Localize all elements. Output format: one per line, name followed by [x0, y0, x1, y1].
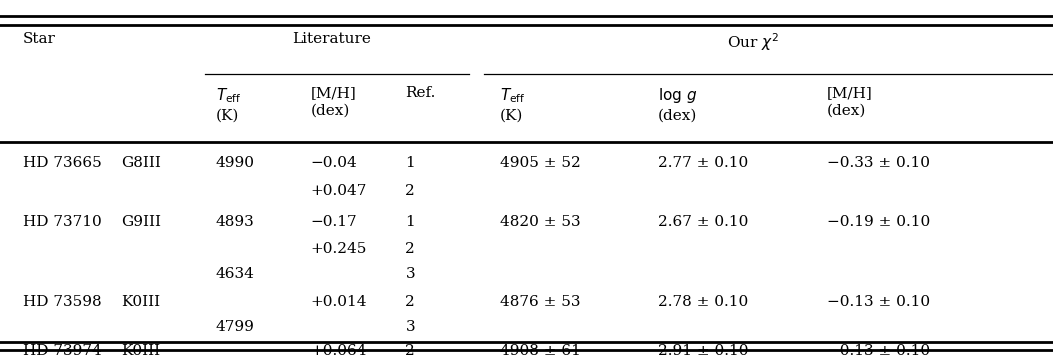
Text: G8III: G8III: [121, 156, 161, 170]
Text: +0.014: +0.014: [311, 295, 367, 309]
Text: +0.245: +0.245: [311, 242, 367, 256]
Text: 4820 ± 53: 4820 ± 53: [500, 215, 581, 229]
Text: K0III: K0III: [121, 295, 160, 309]
Text: 4876 ± 53: 4876 ± 53: [500, 295, 580, 309]
Text: 4990: 4990: [216, 156, 255, 170]
Text: [M/H]
(dex): [M/H] (dex): [311, 86, 356, 118]
Text: 4908 ± 61: 4908 ± 61: [500, 344, 581, 358]
Text: −0.19 ± 0.10: −0.19 ± 0.10: [827, 215, 930, 229]
Text: K0III: K0III: [121, 344, 160, 358]
Text: Our $\chi^2$: Our $\chi^2$: [727, 32, 779, 53]
Text: 2: 2: [405, 184, 415, 198]
Text: −0.13 ± 0.10: −0.13 ± 0.10: [827, 344, 930, 358]
Text: −0.04: −0.04: [311, 156, 357, 170]
Text: −0.17: −0.17: [311, 215, 357, 229]
Text: 2: 2: [405, 295, 415, 309]
Text: HD 73710: HD 73710: [23, 215, 102, 229]
Text: 4905 ± 52: 4905 ± 52: [500, 156, 581, 170]
Text: 2.67 ± 0.10: 2.67 ± 0.10: [658, 215, 749, 229]
Text: 3: 3: [405, 267, 415, 281]
Text: HD 73974: HD 73974: [23, 344, 102, 358]
Text: 1: 1: [405, 215, 415, 229]
Text: $T_{\rm eff}$
(K): $T_{\rm eff}$ (K): [500, 86, 525, 122]
Text: 4893: 4893: [216, 215, 255, 229]
Text: 2.91 ± 0.10: 2.91 ± 0.10: [658, 344, 749, 358]
Text: Ref.: Ref.: [405, 86, 436, 100]
Text: [M/H]
(dex): [M/H] (dex): [827, 86, 872, 118]
Text: −0.13 ± 0.10: −0.13 ± 0.10: [827, 295, 930, 309]
Text: 1: 1: [405, 156, 415, 170]
Text: +0.047: +0.047: [311, 184, 367, 198]
Text: 2: 2: [405, 344, 415, 358]
Text: +0.064: +0.064: [311, 344, 367, 358]
Text: 4799: 4799: [216, 320, 255, 334]
Text: 4634: 4634: [216, 267, 255, 281]
Text: $T_{\rm eff}$
(K): $T_{\rm eff}$ (K): [216, 86, 241, 122]
Text: $\log\,g$
(dex): $\log\,g$ (dex): [658, 86, 697, 123]
Text: HD 73598: HD 73598: [23, 295, 102, 309]
Text: 2.77 ± 0.10: 2.77 ± 0.10: [658, 156, 749, 170]
Text: Literature: Literature: [293, 32, 371, 45]
Text: G9III: G9III: [121, 215, 161, 229]
Text: −0.33 ± 0.10: −0.33 ± 0.10: [827, 156, 930, 170]
Text: 2: 2: [405, 242, 415, 256]
Text: 2.78 ± 0.10: 2.78 ± 0.10: [658, 295, 749, 309]
Text: 3: 3: [405, 320, 415, 334]
Text: HD 73665: HD 73665: [23, 156, 102, 170]
Text: Star: Star: [23, 32, 56, 45]
